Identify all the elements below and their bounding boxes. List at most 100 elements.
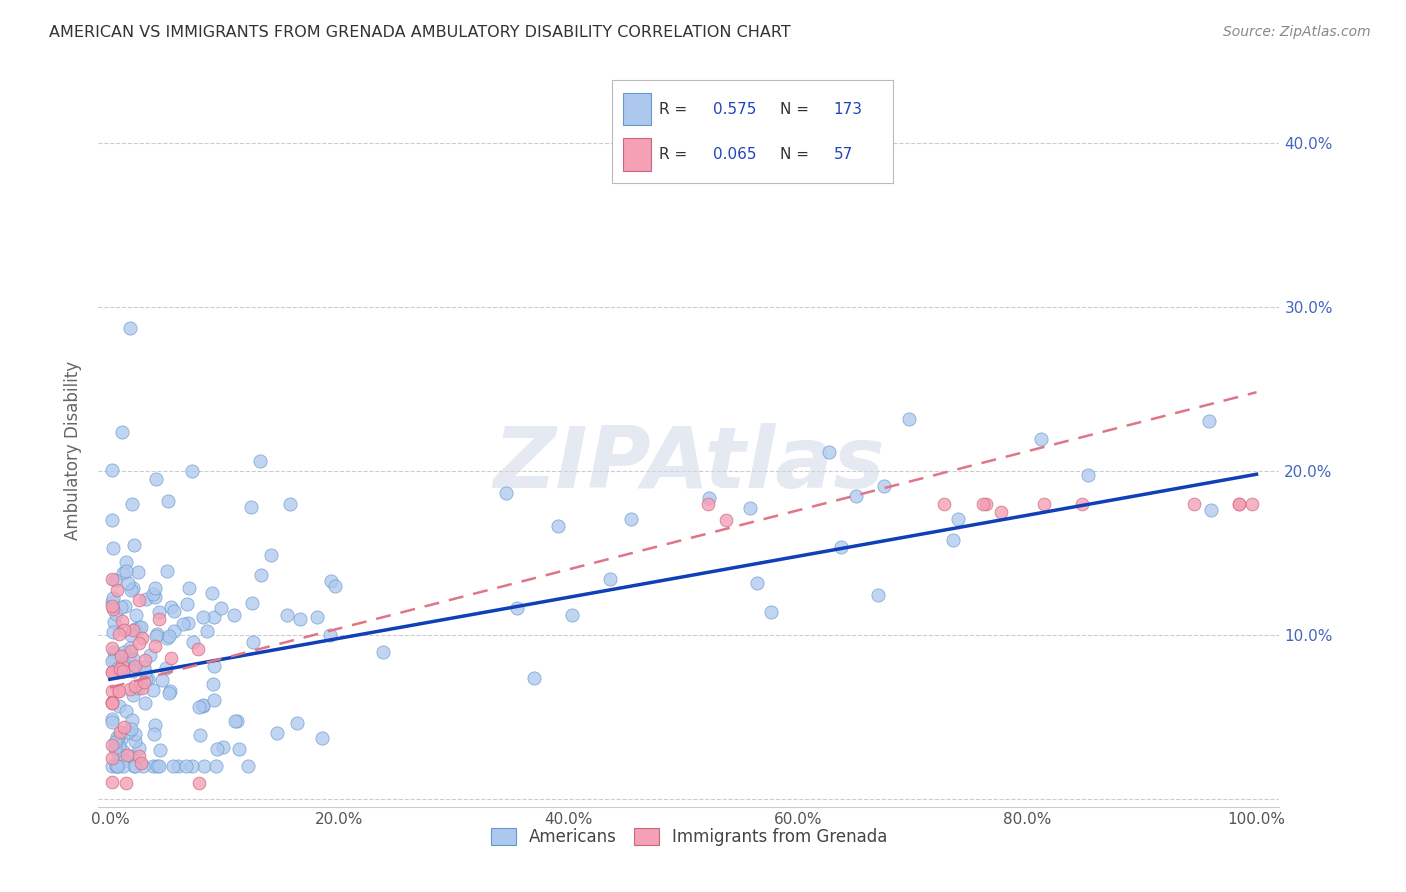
Point — [110, 649, 132, 664]
Point — [495, 486, 517, 500]
Point — [107, 627, 129, 641]
Point — [127, 681, 149, 695]
Point — [120, 640, 142, 655]
Point — [143, 718, 166, 732]
Point — [160, 599, 183, 614]
Point — [205, 759, 228, 773]
Point — [111, 658, 134, 673]
Point — [187, 642, 209, 657]
Point — [118, 649, 141, 664]
Point — [143, 639, 166, 653]
Point — [142, 683, 165, 698]
Point — [105, 607, 128, 621]
Point — [115, 555, 138, 569]
Point — [745, 576, 768, 591]
Point — [145, 472, 167, 486]
Point — [122, 538, 145, 552]
Point — [714, 513, 737, 527]
Point — [148, 759, 170, 773]
Point — [209, 600, 232, 615]
Text: 0.065: 0.065 — [713, 146, 756, 161]
Point — [191, 698, 214, 713]
Point — [134, 696, 156, 710]
Point — [1198, 414, 1220, 428]
Point — [240, 596, 263, 610]
Point — [599, 572, 621, 586]
Point — [104, 735, 127, 749]
Point — [108, 683, 131, 698]
Point — [176, 759, 198, 773]
Point — [105, 759, 128, 773]
Point — [111, 566, 134, 580]
Point — [276, 608, 298, 623]
Point — [156, 564, 179, 578]
Point — [122, 664, 145, 678]
Point — [134, 674, 156, 689]
Point — [181, 635, 204, 649]
Text: ZIPAtlas: ZIPAtlas — [494, 423, 884, 507]
Point — [121, 689, 143, 703]
Point — [224, 608, 246, 623]
Point — [176, 597, 198, 611]
Point — [132, 660, 155, 674]
Point — [193, 758, 215, 772]
Point — [134, 653, 156, 667]
Text: Source: ZipAtlas.com: Source: ZipAtlas.com — [1223, 25, 1371, 39]
Point — [120, 722, 142, 736]
Point — [697, 497, 720, 511]
Point — [759, 605, 782, 619]
Point — [112, 623, 135, 637]
Point — [121, 628, 143, 642]
Point — [112, 645, 135, 659]
Point — [107, 660, 129, 674]
Point — [305, 610, 328, 624]
Point — [1029, 433, 1052, 447]
Text: R =: R = — [659, 102, 693, 117]
Point — [111, 744, 134, 758]
Point — [115, 565, 138, 579]
Point — [1077, 468, 1099, 483]
Point — [211, 740, 233, 755]
Point — [101, 625, 124, 640]
Point — [188, 775, 211, 789]
Point — [111, 759, 134, 773]
Point — [107, 731, 129, 745]
Point — [148, 612, 170, 626]
Point — [120, 582, 142, 597]
Point — [523, 671, 546, 685]
Point — [148, 605, 170, 619]
Point — [110, 731, 132, 746]
Point — [163, 624, 186, 639]
Point — [128, 593, 150, 607]
Point — [101, 599, 124, 613]
Point — [250, 568, 273, 582]
Text: AMERICAN VS IMMIGRANTS FROM GRENADA AMBULATORY DISABILITY CORRELATION CHART: AMERICAN VS IMMIGRANTS FROM GRENADA AMBU… — [49, 25, 792, 40]
Point — [111, 665, 134, 679]
Point — [104, 741, 127, 756]
Point — [101, 751, 124, 765]
Point — [167, 759, 190, 773]
Point — [124, 759, 146, 773]
Point — [111, 656, 134, 670]
Point — [228, 741, 250, 756]
Text: 173: 173 — [834, 102, 863, 117]
Point — [129, 756, 152, 771]
Point — [845, 490, 868, 504]
Point — [103, 591, 125, 605]
Point — [132, 759, 155, 773]
Y-axis label: Ambulatory Disability: Ambulatory Disability — [63, 361, 82, 540]
Point — [323, 579, 346, 593]
Point — [942, 533, 965, 548]
Point — [157, 685, 180, 699]
Point — [134, 665, 156, 679]
Point — [1199, 503, 1222, 517]
Point — [107, 684, 129, 698]
Point — [101, 697, 124, 711]
Text: R =: R = — [659, 146, 693, 161]
Point — [110, 600, 132, 615]
Point — [188, 728, 211, 742]
Point — [738, 501, 761, 516]
Point — [105, 583, 128, 598]
Point — [150, 673, 173, 688]
Point — [1071, 497, 1094, 511]
